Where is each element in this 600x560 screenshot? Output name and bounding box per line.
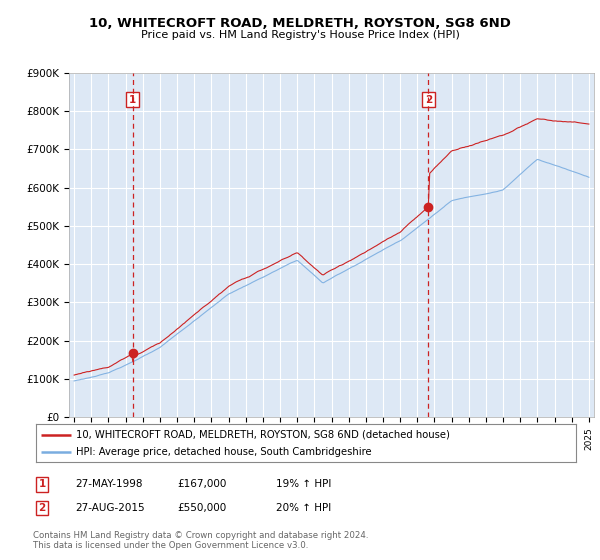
Text: 27-MAY-1998: 27-MAY-1998 (75, 479, 143, 489)
Text: £167,000: £167,000 (177, 479, 226, 489)
Text: 2: 2 (38, 503, 46, 513)
Text: 2: 2 (425, 95, 432, 105)
Text: 20% ↑ HPI: 20% ↑ HPI (276, 503, 331, 513)
Text: £550,000: £550,000 (177, 503, 226, 513)
Text: 1: 1 (129, 95, 136, 105)
Text: 10, WHITECROFT ROAD, MELDRETH, ROYSTON, SG8 6ND: 10, WHITECROFT ROAD, MELDRETH, ROYSTON, … (89, 17, 511, 30)
Text: 27-AUG-2015: 27-AUG-2015 (75, 503, 145, 513)
Text: Price paid vs. HM Land Registry's House Price Index (HPI): Price paid vs. HM Land Registry's House … (140, 30, 460, 40)
Text: 1: 1 (38, 479, 46, 489)
Text: Contains HM Land Registry data © Crown copyright and database right 2024.
This d: Contains HM Land Registry data © Crown c… (33, 531, 368, 550)
Text: HPI: Average price, detached house, South Cambridgeshire: HPI: Average price, detached house, Sout… (77, 447, 372, 458)
Text: 10, WHITECROFT ROAD, MELDRETH, ROYSTON, SG8 6ND (detached house): 10, WHITECROFT ROAD, MELDRETH, ROYSTON, … (77, 430, 451, 440)
Text: 19% ↑ HPI: 19% ↑ HPI (276, 479, 331, 489)
